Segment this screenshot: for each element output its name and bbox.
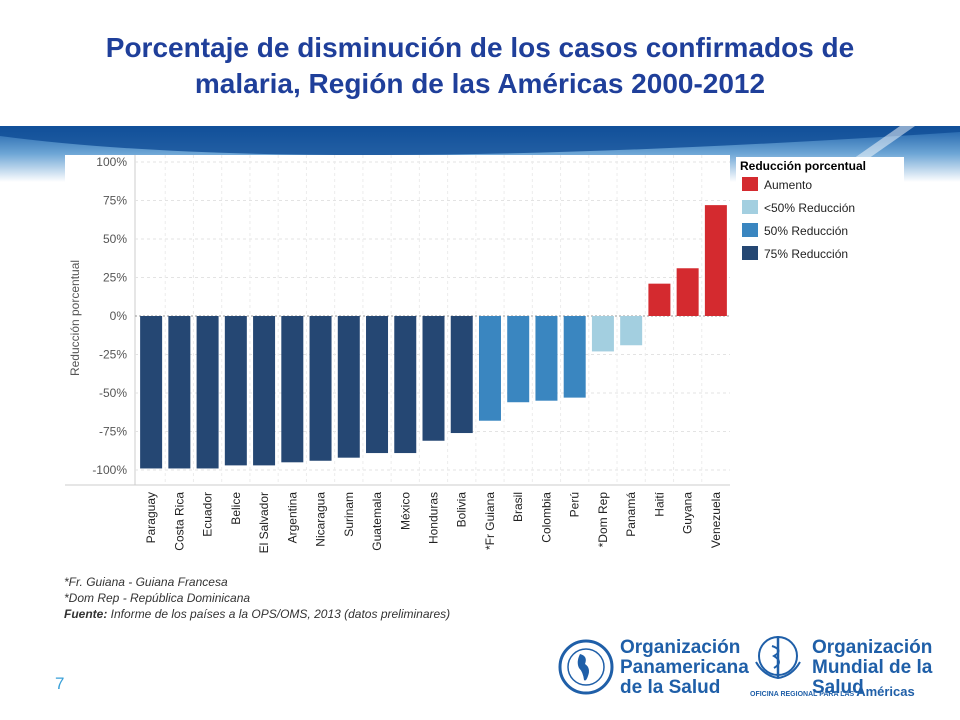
x-tick-label: Surinam <box>342 492 356 537</box>
legend-label-r75: 75% Reducción <box>764 247 848 261</box>
x-tick-label: Honduras <box>427 492 441 544</box>
footnote-fr-guiana: *Fr. Guiana - Guiana Francesa <box>64 575 228 589</box>
legend-swatch-menos50 <box>742 200 758 214</box>
x-tick-label: Panamá <box>624 492 638 537</box>
legend-label-r50: 50% Reducción <box>764 224 848 238</box>
source-note: Fuente: Informe de los países a la OPS/O… <box>64 606 450 622</box>
legend-swatch-r75 <box>742 246 758 260</box>
who-region-tag: OFICINA REGIONAL PARA LAS <box>750 691 855 698</box>
y-tick-labels: 100% 75% 50% 25% 0% -25% -50% -75% -100% <box>92 155 127 477</box>
legend-swatch-aumento <box>742 177 758 191</box>
x-tick-label: Perú <box>568 492 582 517</box>
title-line-1: Porcentaje de disminución de los casos c… <box>105 32 855 63</box>
bar-venezuela <box>704 205 727 316</box>
bar-per <box>563 316 586 398</box>
bar-costarica <box>168 316 191 469</box>
legend-label-aumento: Aumento <box>764 178 812 192</box>
bars <box>140 205 727 469</box>
x-tick-label: Argentina <box>285 492 299 544</box>
bar-nicaragua <box>309 316 332 461</box>
paho-globe-icon <box>558 639 614 695</box>
bar-elsalvador <box>253 316 276 466</box>
bar-colombia <box>535 316 558 401</box>
bar-mxico <box>394 316 417 454</box>
y-tick-label: 0% <box>110 309 128 323</box>
legend-label-menos50: <50% Reducción <box>764 201 855 215</box>
legend-title: Reducción porcentual <box>740 159 866 173</box>
bar-honduras <box>422 316 445 441</box>
bar-paraguay <box>140 316 163 469</box>
who-region-name: Américas <box>856 684 915 699</box>
bar-hait <box>648 283 671 316</box>
bar-guyana <box>676 268 699 316</box>
x-tick-label: *Dom Rep <box>596 492 610 548</box>
source-text: Informe de los países a la OPS/OMS, 2013… <box>107 607 451 621</box>
bar-belice <box>224 316 247 466</box>
paho-name-line-1: Organización <box>620 637 741 658</box>
who-name-line-1: Organización <box>812 637 933 658</box>
x-tick-labels: Paraguay Costa Rica Ecuador Belice El Salvad… <box>144 491 723 553</box>
x-tick-label: Costa Rica <box>172 492 186 551</box>
x-tick-label: Brasil <box>511 492 525 522</box>
bar-frguiana <box>478 316 501 421</box>
bar-domrep <box>591 316 614 352</box>
bar-argentina <box>281 316 304 463</box>
bar-panam <box>620 316 643 346</box>
bar-surinam <box>337 316 360 458</box>
title-line-2: malaria, Región de las Américas 2000-201… <box>194 68 766 99</box>
bar-bolivia <box>450 316 473 434</box>
x-tick-label: México <box>398 492 412 530</box>
legend: Reducción porcentual Aumento <50% Reducci… <box>736 157 904 267</box>
x-tick-label: Nicaragua <box>314 492 328 547</box>
footnotes: *Fr. Guiana - Guiana Francesa *Dom Rep -… <box>64 574 450 622</box>
y-tick-label: -25% <box>99 348 127 362</box>
page-number: 7 <box>55 674 65 693</box>
footnote-dom-rep: *Dom Rep - República Dominicana <box>64 591 251 605</box>
x-tick-label: Bolivia <box>455 492 469 528</box>
x-tick-label: Guatemala <box>370 492 384 551</box>
y-tick-label: 25% <box>103 271 127 285</box>
x-tick-label: Colombia <box>539 492 553 543</box>
x-tick-label: Paraguay <box>144 492 158 543</box>
who-name-line-2: Mundial de la Salud <box>812 657 933 698</box>
x-tick-label: Guyana <box>681 492 695 534</box>
who-emblem-icon <box>755 636 801 680</box>
x-tick-label: *Fr Guiana <box>483 492 497 550</box>
x-tick-label: El Salvador <box>257 492 271 553</box>
paho-name-line-2: Panamericana <box>620 657 749 678</box>
y-tick-label: 100% <box>96 155 127 169</box>
x-tick-label: Haití <box>652 491 666 516</box>
who-logo: Organización Mundial de la Salud OFICINA… <box>750 632 955 704</box>
y-axis-label: Reducción porcentual <box>68 260 82 376</box>
x-tick-label: Ecuador <box>201 492 215 537</box>
paho-logo: Organización Panamericana de la Salud <box>558 632 749 704</box>
source-label: Fuente: <box>64 607 108 621</box>
y-tick-label: 50% <box>103 232 127 246</box>
x-tick-label: Belice <box>229 492 243 525</box>
x-tick-label: Venezuela <box>709 492 723 548</box>
legend-background <box>736 157 904 267</box>
bar-brasil <box>507 316 530 403</box>
y-tick-label: 75% <box>103 194 127 208</box>
paho-name-line-3: de la Salud <box>620 677 721 698</box>
y-tick-label: -50% <box>99 386 127 400</box>
y-tick-label: -75% <box>99 425 127 439</box>
legend-swatch-r50 <box>742 223 758 237</box>
bar-guatemala <box>366 316 389 454</box>
page-title: Porcentaje de disminución de los casos c… <box>0 30 960 102</box>
bar-ecuador <box>196 316 219 469</box>
y-tick-label: -100% <box>92 463 127 477</box>
